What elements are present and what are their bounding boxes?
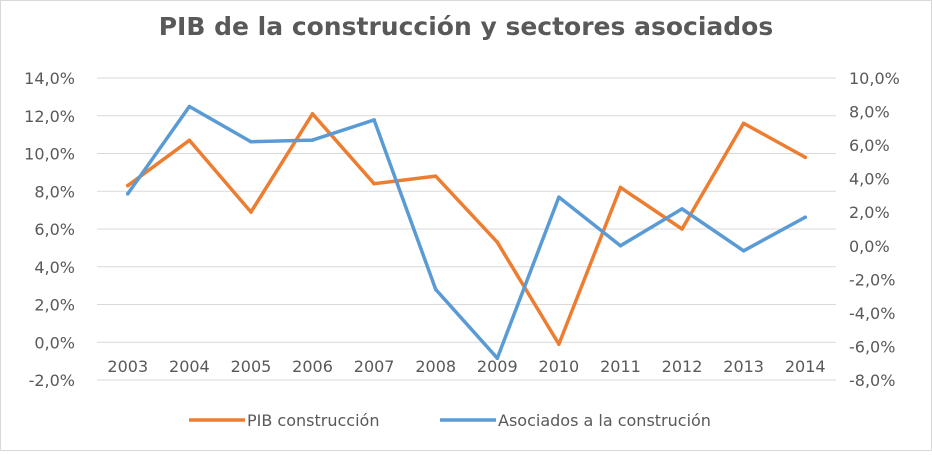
data-point [741, 249, 746, 253]
data-point [433, 174, 438, 178]
data-point [680, 207, 684, 211]
x-tick-label: 2012 [662, 357, 703, 376]
data-point [680, 227, 684, 231]
data-point [187, 138, 192, 143]
right-tick-label: 0,0% [849, 237, 890, 256]
series-layer [125, 104, 808, 360]
x-axis: 2003 2004 2005 2006 2007 2008 2009 2010 2011 2012… [107, 357, 825, 376]
data-point [557, 342, 561, 346]
data-point [310, 112, 315, 116]
series-line [126, 104, 807, 360]
x-tick-label: 2014 [785, 357, 826, 376]
data-point [557, 195, 561, 199]
x-tick-label: 2007 [354, 357, 395, 376]
x-tick-label: 2006 [292, 357, 333, 376]
data-point [372, 181, 376, 186]
data-point [249, 210, 253, 214]
right-y-axis: -8,0% -6,0% -4,0% -2,0% 0,0% 2,0% 4,0% 6,0% 8,0%… [849, 69, 900, 390]
data-point [803, 215, 808, 220]
right-tick-label: 10,0% [849, 69, 900, 88]
legend-label: PIB construcción [247, 411, 379, 430]
left-tick-label: 4,0% [34, 258, 75, 277]
right-tick-label: -4,0% [849, 304, 895, 323]
data-point [372, 118, 376, 122]
x-tick-label: 2005 [231, 357, 272, 376]
x-tick-label: 2009 [477, 357, 518, 376]
x-tick-label: 2008 [415, 357, 456, 376]
left-tick-label: 10,0% [24, 145, 75, 164]
left-tick-label: 8,0% [34, 182, 75, 201]
data-point [803, 155, 808, 160]
left-tick-label: 12,0% [24, 107, 75, 126]
right-tick-label: -2,0% [849, 270, 895, 289]
data-point [125, 183, 130, 188]
data-point [741, 121, 746, 126]
left-tick-label: 6,0% [34, 220, 75, 239]
legend-label: Asociados a la construción [498, 411, 711, 430]
left-tick-label: -2,0% [29, 371, 75, 390]
data-point [249, 139, 253, 144]
left-tick-label: 2,0% [34, 296, 75, 315]
left-tick-label: 0,0% [34, 333, 75, 352]
x-tick-label: 2004 [169, 357, 210, 376]
data-point [187, 104, 192, 109]
x-tick-label: 2003 [107, 357, 148, 376]
x-tick-label: 2013 [723, 357, 764, 376]
data-point [495, 240, 500, 245]
right-tick-label: 8,0% [849, 103, 890, 122]
data-point [310, 138, 315, 142]
right-tick-label: -6,0% [849, 337, 895, 356]
right-tick-label: 6,0% [849, 136, 890, 155]
right-tick-label: 2,0% [849, 203, 890, 222]
legend: PIB construcción Asociados a la construci… [189, 411, 711, 430]
data-point [495, 356, 500, 360]
data-point [433, 287, 438, 292]
left-y-axis: -2,0% 0,0% 2,0% 4,0% 6,0% 8,0% 10,0% 12,0% 14,0% [24, 69, 75, 390]
right-tick-label: 4,0% [849, 170, 890, 189]
x-tick-label: 2011 [600, 357, 641, 376]
data-point [125, 191, 130, 196]
chart-title: PIB de la construcción y sectores asocia… [159, 12, 774, 41]
x-tick-label: 2010 [539, 357, 580, 376]
right-tick-label: -8,0% [849, 371, 895, 390]
data-point [618, 185, 623, 190]
gridlines [97, 77, 836, 381]
series-line [126, 112, 807, 346]
left-tick-label: 14,0% [24, 69, 75, 88]
data-point [618, 243, 623, 248]
